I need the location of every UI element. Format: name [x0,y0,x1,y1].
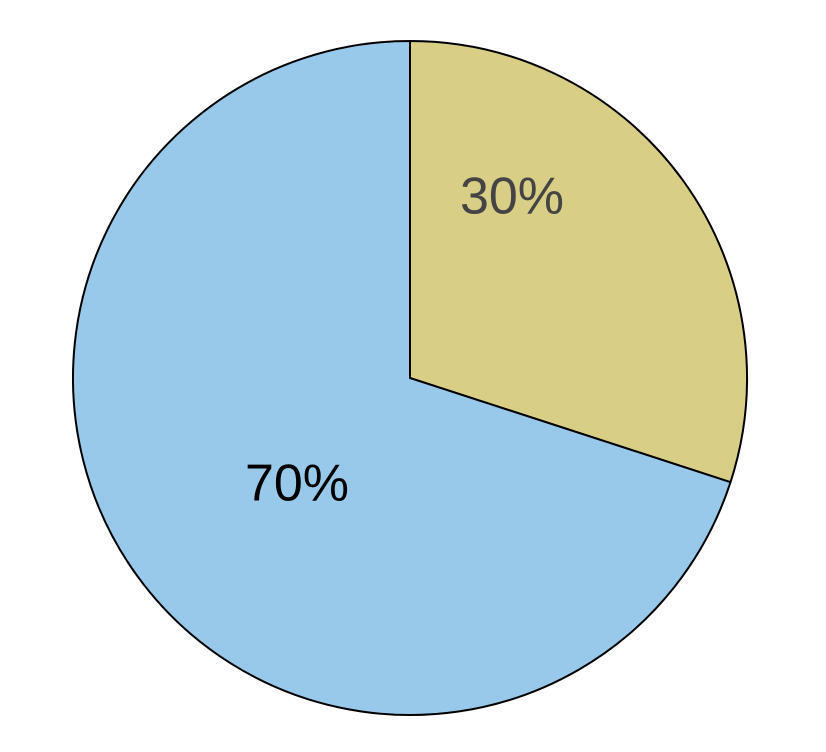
slice-label: 30% [460,168,564,226]
pie-slice [409,40,748,484]
pie-slice [72,40,732,716]
slice-label: 70% [245,455,349,513]
